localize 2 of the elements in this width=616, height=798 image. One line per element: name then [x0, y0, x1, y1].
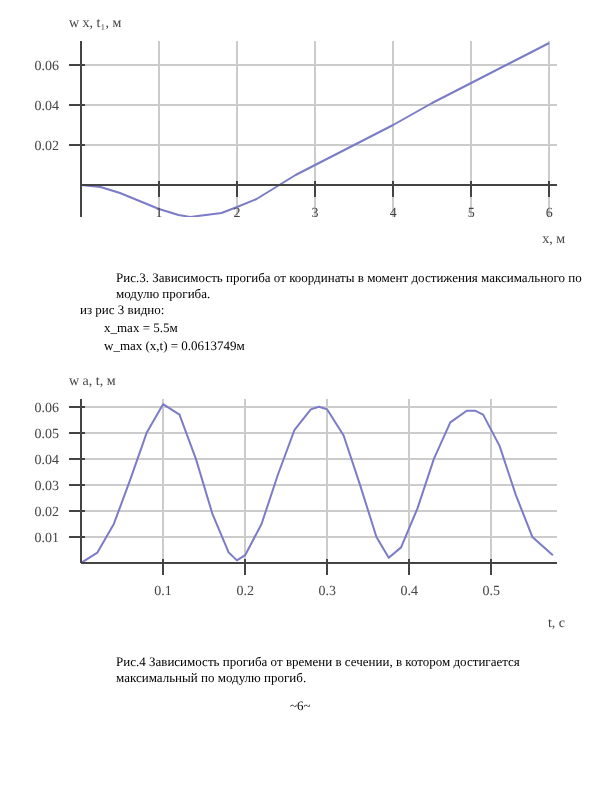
line-series	[81, 42, 551, 217]
line-series	[81, 403, 554, 563]
